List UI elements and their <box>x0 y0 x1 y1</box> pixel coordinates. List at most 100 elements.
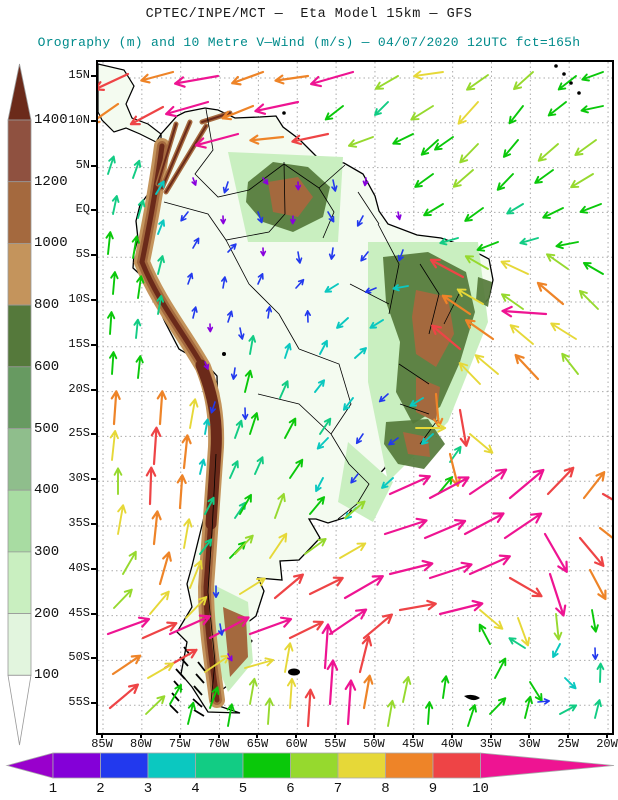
wind-speed-label: 7 <box>333 781 343 797</box>
andes-branch <box>157 123 177 185</box>
orography-colorbar-label: 500 <box>34 420 60 437</box>
wind-arrow <box>191 177 197 186</box>
wind-arrow <box>552 643 561 659</box>
wind-speed-segment <box>290 752 339 779</box>
wind-arrow <box>506 203 524 215</box>
lat-label: 40S <box>68 560 90 575</box>
lat-label: 10S <box>68 292 90 306</box>
wind-arrow <box>198 458 206 475</box>
island-dot <box>282 111 286 115</box>
wind-arrow <box>458 362 481 385</box>
wind-arrow <box>464 255 489 270</box>
wind-arrow <box>534 169 554 184</box>
wind-arrow <box>269 532 288 559</box>
wind-arrow <box>514 353 540 381</box>
wind-arrow <box>564 677 577 690</box>
map-svg <box>98 62 612 733</box>
wind-arrow <box>414 173 434 188</box>
lat-label: 55S <box>68 695 90 710</box>
wind-arrow <box>579 203 602 214</box>
wind-arrow <box>476 241 499 252</box>
wind-arrow <box>212 585 220 598</box>
wind-arrow <box>208 616 250 640</box>
orography-segment <box>7 119 32 183</box>
wind-arrow <box>559 704 578 715</box>
wind-arrow <box>415 423 447 433</box>
wind-arrow <box>452 169 474 188</box>
wind-arrow <box>242 407 249 420</box>
orography-segment <box>7 551 32 615</box>
wind-arrow <box>207 323 214 333</box>
wind-arrow <box>132 159 142 179</box>
wind-arrow <box>122 550 137 575</box>
wind-arrow <box>319 339 328 355</box>
orography-segment <box>7 242 32 306</box>
wind-arrow <box>508 105 524 125</box>
wind-arrow <box>588 568 607 601</box>
lon-label: 65W <box>246 737 269 751</box>
wind-arrow <box>456 288 484 305</box>
country-border <box>349 283 390 305</box>
wind-arrow <box>598 526 612 539</box>
wind-arrow <box>189 559 203 589</box>
wind-arrow <box>439 237 459 246</box>
wind-arrow <box>463 512 505 536</box>
wind-arrow <box>425 701 434 725</box>
wind-arrow <box>467 704 477 727</box>
wind-arrow <box>110 271 119 295</box>
andes-branch <box>161 121 191 189</box>
wind-arrow <box>388 437 399 446</box>
orography-colorbar-label: 1200 <box>34 173 68 190</box>
island-dot <box>569 81 573 85</box>
wind-arrow <box>230 367 238 380</box>
wind-arrow <box>590 609 599 633</box>
lon-label: 60W <box>285 737 308 751</box>
wind-arrow <box>165 100 210 118</box>
lat-label: EQ <box>75 202 90 217</box>
wind-arrow <box>324 105 344 121</box>
wind-arrow <box>458 408 471 447</box>
wind-arrow <box>191 306 198 319</box>
wind-speed-label: 1 <box>48 781 58 797</box>
lon-tick <box>489 733 492 738</box>
lat-tick <box>91 299 97 301</box>
wind-arrow <box>226 703 235 727</box>
country-border <box>399 403 430 415</box>
lat-tick <box>91 75 97 77</box>
wind-arrow <box>248 677 258 705</box>
wind-arrow <box>441 294 472 316</box>
wind-arrow <box>360 251 369 262</box>
wind-arrow <box>296 251 303 264</box>
wind-arrow <box>561 352 579 375</box>
wind-arrow <box>388 559 434 576</box>
wind-arrow <box>429 258 465 279</box>
lon-tick <box>528 733 531 738</box>
wind-arrow <box>149 590 170 615</box>
wind-arrow <box>331 179 338 192</box>
wind-arrow <box>324 283 339 293</box>
wind-arrow <box>194 132 240 149</box>
wind-speed-segment <box>52 752 101 779</box>
wind-arrow <box>397 249 404 262</box>
country-border <box>257 393 332 435</box>
lon-label: 75W <box>168 737 191 751</box>
wind-arrow <box>431 324 462 351</box>
lake-titicaca <box>222 352 226 356</box>
wind-arrow <box>192 237 200 249</box>
wind-arrow <box>174 74 220 88</box>
wind-arrow <box>156 294 165 315</box>
wind-arrow <box>234 419 244 439</box>
orography-over-arrow <box>7 63 32 121</box>
wind-arrow <box>496 173 514 191</box>
lon-label: 40W <box>440 737 463 751</box>
wind-arrow <box>574 139 597 156</box>
wind-arrow <box>494 657 507 679</box>
lon-tick <box>101 733 103 738</box>
lat-tick <box>91 254 97 257</box>
wind-arrow <box>524 695 533 719</box>
lat-label: 35S <box>68 516 90 530</box>
lat-tick <box>91 388 97 391</box>
wind-arrow <box>169 683 182 705</box>
lon-label: 35W <box>479 737 502 751</box>
wind-arrow <box>555 240 579 250</box>
